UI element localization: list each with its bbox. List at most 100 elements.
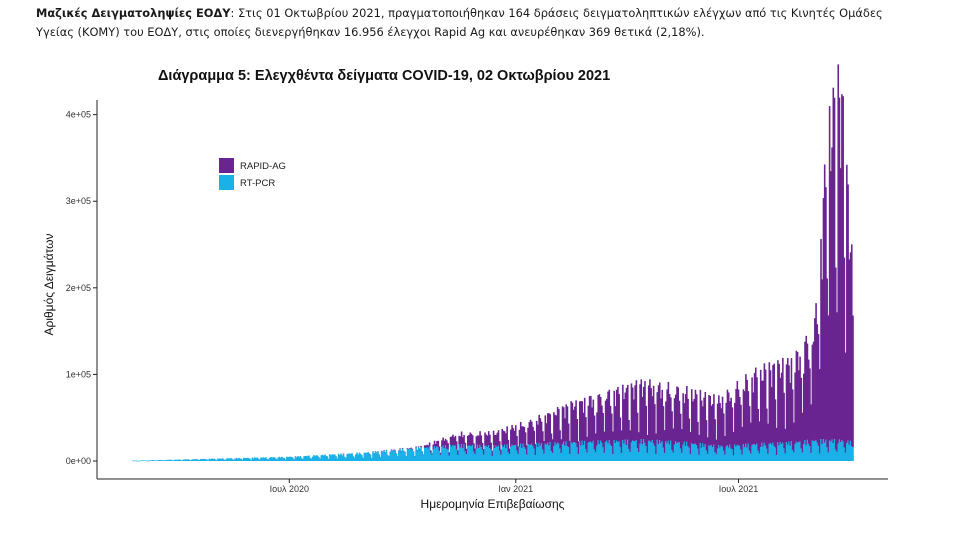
bar-rt-pcr <box>284 459 287 461</box>
bar-rt-pcr <box>363 452 366 461</box>
bar-rt-pcr <box>800 448 803 461</box>
bar-rt-pcr <box>185 459 187 461</box>
bar-rapid-ag <box>638 432 640 452</box>
bar-rapid-ag <box>457 450 459 455</box>
bar-rt-pcr <box>553 445 555 461</box>
bar-rt-pcr <box>842 441 844 461</box>
bar-rt-pcr <box>828 440 831 461</box>
bar-rt-pcr <box>453 445 456 461</box>
bar-rapid-ag <box>804 341 806 441</box>
bar-rapid-ag <box>843 257 846 448</box>
bar-rapid-ag <box>795 350 798 442</box>
bar-rt-pcr <box>622 440 624 461</box>
bar-rt-pcr <box>826 447 828 461</box>
bar-rapid-ag <box>700 400 703 448</box>
legend-swatch-rt-pcr <box>219 175 234 190</box>
bar-rt-pcr <box>827 452 830 461</box>
bar-rapid-ag <box>476 435 479 445</box>
bar-rt-pcr <box>308 455 310 461</box>
bar-rt-pcr <box>176 459 179 461</box>
bar-rapid-ag <box>759 369 762 448</box>
bar-rapid-ag <box>774 399 777 448</box>
bar-rapid-ag <box>782 357 784 443</box>
bar-rapid-ag <box>844 352 847 453</box>
bar-rt-pcr <box>279 457 282 461</box>
bar-rt-pcr <box>201 458 203 461</box>
bar-rapid-ag <box>623 399 625 444</box>
bar-rt-pcr <box>769 443 772 461</box>
bar-rt-pcr <box>657 444 660 461</box>
bar-rapid-ag <box>683 403 686 442</box>
bar-rapid-ag <box>736 381 739 445</box>
bar-rt-pcr <box>546 442 549 461</box>
bar-rt-pcr <box>309 457 312 461</box>
bar-rt-pcr <box>214 459 217 461</box>
bar-rapid-ag <box>622 384 624 441</box>
bar-rt-pcr <box>727 447 730 461</box>
bar-rt-pcr <box>662 447 665 461</box>
bar-rt-pcr <box>670 440 672 461</box>
bar-rt-pcr <box>601 442 603 461</box>
bar-rt-pcr <box>559 448 561 461</box>
bar-rt-pcr <box>416 450 419 461</box>
bar-rt-pcr <box>329 454 331 461</box>
bar-rt-pcr <box>496 446 499 461</box>
bar-rapid-ag <box>612 431 614 455</box>
bar-rt-pcr <box>384 452 387 461</box>
bar-rt-pcr <box>193 459 196 461</box>
bar-rt-pcr <box>310 458 313 461</box>
bar-rt-pcr <box>175 459 177 461</box>
bar-rt-pcr <box>251 457 254 461</box>
bar-rt-pcr <box>580 445 582 461</box>
bar-rt-pcr <box>678 442 681 461</box>
bar-rapid-ag <box>537 424 539 448</box>
bar-rt-pcr <box>482 454 485 461</box>
bar-rt-pcr <box>498 450 501 461</box>
bar-rt-pcr <box>740 449 742 461</box>
bar-rapid-ag <box>522 426 524 444</box>
bar-rt-pcr <box>679 448 682 461</box>
bar-rapid-ag <box>455 441 458 450</box>
bar-rt-pcr <box>415 447 417 461</box>
bar-rt-pcr <box>518 447 521 461</box>
bar-rapid-ag <box>743 391 746 448</box>
bar-rapid-ag <box>757 408 760 451</box>
bar-rt-pcr <box>288 456 291 461</box>
bar-rapid-ag <box>539 418 542 446</box>
bar-rt-pcr <box>359 453 362 461</box>
bar-rt-pcr <box>555 444 558 461</box>
bar-rt-pcr <box>377 451 379 461</box>
bar-rapid-ag <box>846 164 848 444</box>
bar-rt-pcr <box>202 459 204 461</box>
bar-rt-pcr <box>238 457 240 461</box>
bar-rt-pcr <box>386 455 389 461</box>
bar-rt-pcr <box>246 457 249 461</box>
bar-rapid-ag <box>512 428 515 446</box>
bar-rapid-ag <box>462 437 464 449</box>
bar-rapid-ag <box>620 430 623 454</box>
bar-rt-pcr <box>554 442 556 461</box>
bar-rapid-ag <box>672 428 675 453</box>
bar-rt-pcr <box>224 459 227 461</box>
bar-rapid-ag <box>506 426 508 445</box>
bar-rapid-ag <box>734 402 736 445</box>
bar-rt-pcr <box>286 456 288 461</box>
bar-rapid-ag <box>582 412 585 446</box>
bar-rt-pcr <box>635 440 638 461</box>
bar-rapid-ag <box>569 440 571 455</box>
bar-rapid-ag <box>741 426 744 455</box>
bar-rapid-ag <box>747 391 750 444</box>
bar-rt-pcr <box>385 450 388 461</box>
bar-rapid-ag <box>433 440 436 447</box>
bar-rapid-ag <box>565 404 568 442</box>
bar-rapid-ag <box>722 413 725 451</box>
bar-rt-pcr <box>249 458 251 461</box>
bar-rt-pcr <box>161 460 164 461</box>
bar-rapid-ag <box>694 389 697 444</box>
bar-rt-pcr <box>225 458 228 461</box>
bar-rt-pcr <box>832 443 835 461</box>
bar-rt-pcr <box>465 454 468 461</box>
bar-rapid-ag <box>816 324 819 443</box>
bar-rt-pcr <box>464 451 467 461</box>
bar-rt-pcr <box>452 445 454 461</box>
